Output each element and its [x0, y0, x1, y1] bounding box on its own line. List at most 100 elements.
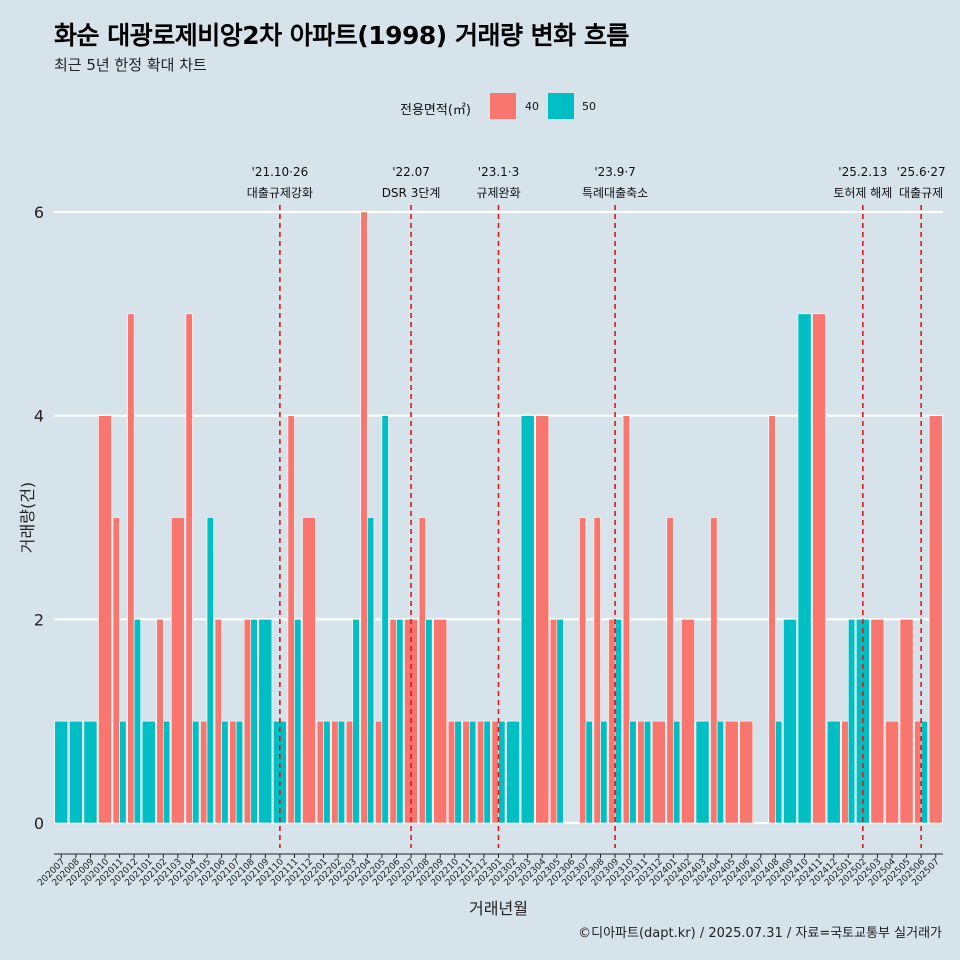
bar-40-202305: [549, 619, 558, 824]
bar-40-202411: [812, 313, 826, 824]
bar-40-202309: [608, 619, 616, 824]
event-label-202502: 토허제 해제: [833, 186, 892, 200]
bar-40-202212: [477, 720, 485, 824]
bar-50-202109: [258, 619, 273, 824]
bar-50-202301: [498, 720, 506, 824]
bar-40-202301: [491, 720, 499, 824]
bar-50-202401: [673, 720, 681, 824]
bar-40-202503: [870, 619, 885, 824]
y-tick-label: 6: [34, 203, 44, 222]
bar-50-202202: [337, 720, 346, 824]
bar-50-202310: [629, 720, 637, 824]
x-axis-title: 거래년월: [469, 899, 528, 918]
y-axis-title: 거래량(건): [18, 482, 37, 553]
bar-40-202104: [185, 313, 193, 824]
bar-50-202108: [250, 619, 258, 824]
y-tick-label: 0: [34, 814, 44, 833]
bar-40-202304: [535, 415, 550, 824]
event-date-202502: '25.2.13: [838, 165, 887, 179]
bar-50-202111: [294, 619, 302, 824]
y-tick-label: 4: [34, 407, 44, 426]
bar-50-202305: [556, 619, 564, 824]
bar-50-202408: [775, 720, 783, 824]
bar-40-202408: [768, 415, 776, 824]
bar-50-202501: [847, 619, 856, 824]
bar-40-202401: [666, 517, 674, 824]
bar-40-202506: [914, 720, 922, 824]
bar-50-202203: [352, 619, 360, 824]
bar-40-202311: [637, 720, 645, 824]
bar-50-202206: [396, 619, 404, 824]
bar-40-202106: [214, 619, 222, 824]
bar-40-202201: [316, 720, 324, 824]
bar-50-202101: [141, 720, 156, 824]
bar-40-202404: [710, 517, 718, 824]
bar-50-202307: [585, 720, 593, 824]
event-date-202110: '21.10·26: [252, 165, 309, 179]
bar-40-202012: [127, 313, 135, 824]
bar-40-202210: [447, 720, 456, 824]
bar-50-202212: [483, 720, 491, 824]
bar-40-202203: [345, 720, 354, 824]
bar-50-202205: [381, 415, 389, 824]
bar-40-202102: [156, 619, 164, 824]
bar-50-202208: [425, 619, 433, 824]
bar-40-202105: [200, 720, 208, 824]
bar-40-202111: [287, 415, 295, 824]
event-date-202506: '25.6·27: [897, 165, 946, 179]
bar-40-202501: [841, 720, 849, 824]
bar-40-202108: [243, 619, 252, 824]
bar-40-202308: [593, 517, 601, 824]
bar-50-202008: [69, 720, 83, 824]
bar-50-202309: [614, 619, 622, 824]
bar-50-202204: [367, 517, 375, 824]
chart-title: 화순 대광로제비앙2차 아파트(1998) 거래량 변화 흐름: [54, 21, 629, 50]
bar-50-202303: [520, 415, 535, 824]
bar-50-202011: [119, 720, 127, 824]
event-label-202309: 특례대출축소: [582, 186, 648, 200]
bar-50-202409: [783, 619, 797, 824]
bar-40-202011: [112, 517, 120, 824]
event-label-202207: DSR 3단계: [382, 186, 441, 200]
bar-40-202211: [462, 720, 470, 824]
bar-50-202404: [716, 720, 724, 824]
legend: 전용면적(㎡) 40 50: [0, 92, 960, 122]
bar-40-202204: [360, 211, 368, 824]
bar-40-202402: [681, 619, 695, 824]
bar-50-202107: [235, 720, 244, 824]
legend-title: 전용면적(㎡): [400, 103, 471, 118]
bar-50-202210: [454, 720, 462, 824]
bar-40-202307: [579, 517, 587, 824]
bar-40-202405: [724, 720, 739, 824]
event-label-202110: 대출규제강화: [247, 186, 313, 200]
bar-50-202410: [797, 313, 812, 824]
bar-50-202403: [695, 720, 710, 824]
bar-50-202012: [133, 619, 142, 824]
bar-50-202007: [54, 720, 69, 824]
legend-key-40: [490, 93, 516, 119]
event-date-202309: '23.9·7: [594, 165, 635, 179]
bar-40-202202: [331, 720, 339, 824]
bar-40-202406: [739, 720, 754, 824]
legend-label-50: 50: [582, 100, 596, 113]
bar-40-202206: [389, 619, 397, 824]
event-date-202301: '23.1·3: [478, 165, 519, 179]
bar-40-202209: [433, 619, 448, 824]
bar-50-202104: [192, 720, 200, 824]
bar-50-202201: [323, 720, 331, 824]
bar-50-202106: [221, 720, 229, 824]
bar-40-202112: [302, 517, 316, 824]
bar-50-202009: [83, 720, 98, 824]
bar-50-202211: [469, 720, 477, 824]
y-tick-label: 2: [34, 610, 44, 629]
bar-40-202504: [885, 720, 899, 824]
bar-50-202308: [600, 720, 608, 824]
bar-40-202312: [651, 720, 666, 824]
event-label-202506: 대출규제: [899, 186, 943, 200]
source-caption: ©디아파트(dapt.kr) / 2025.07.31 / 자료=국토교통부 실…: [578, 926, 942, 941]
bar-50-202412: [826, 720, 841, 824]
event-label-202301: 규제완화: [476, 186, 520, 200]
chart-subtitle: 최근 5년 한정 확대 차트: [54, 56, 207, 74]
bar-40-202310: [622, 415, 630, 824]
